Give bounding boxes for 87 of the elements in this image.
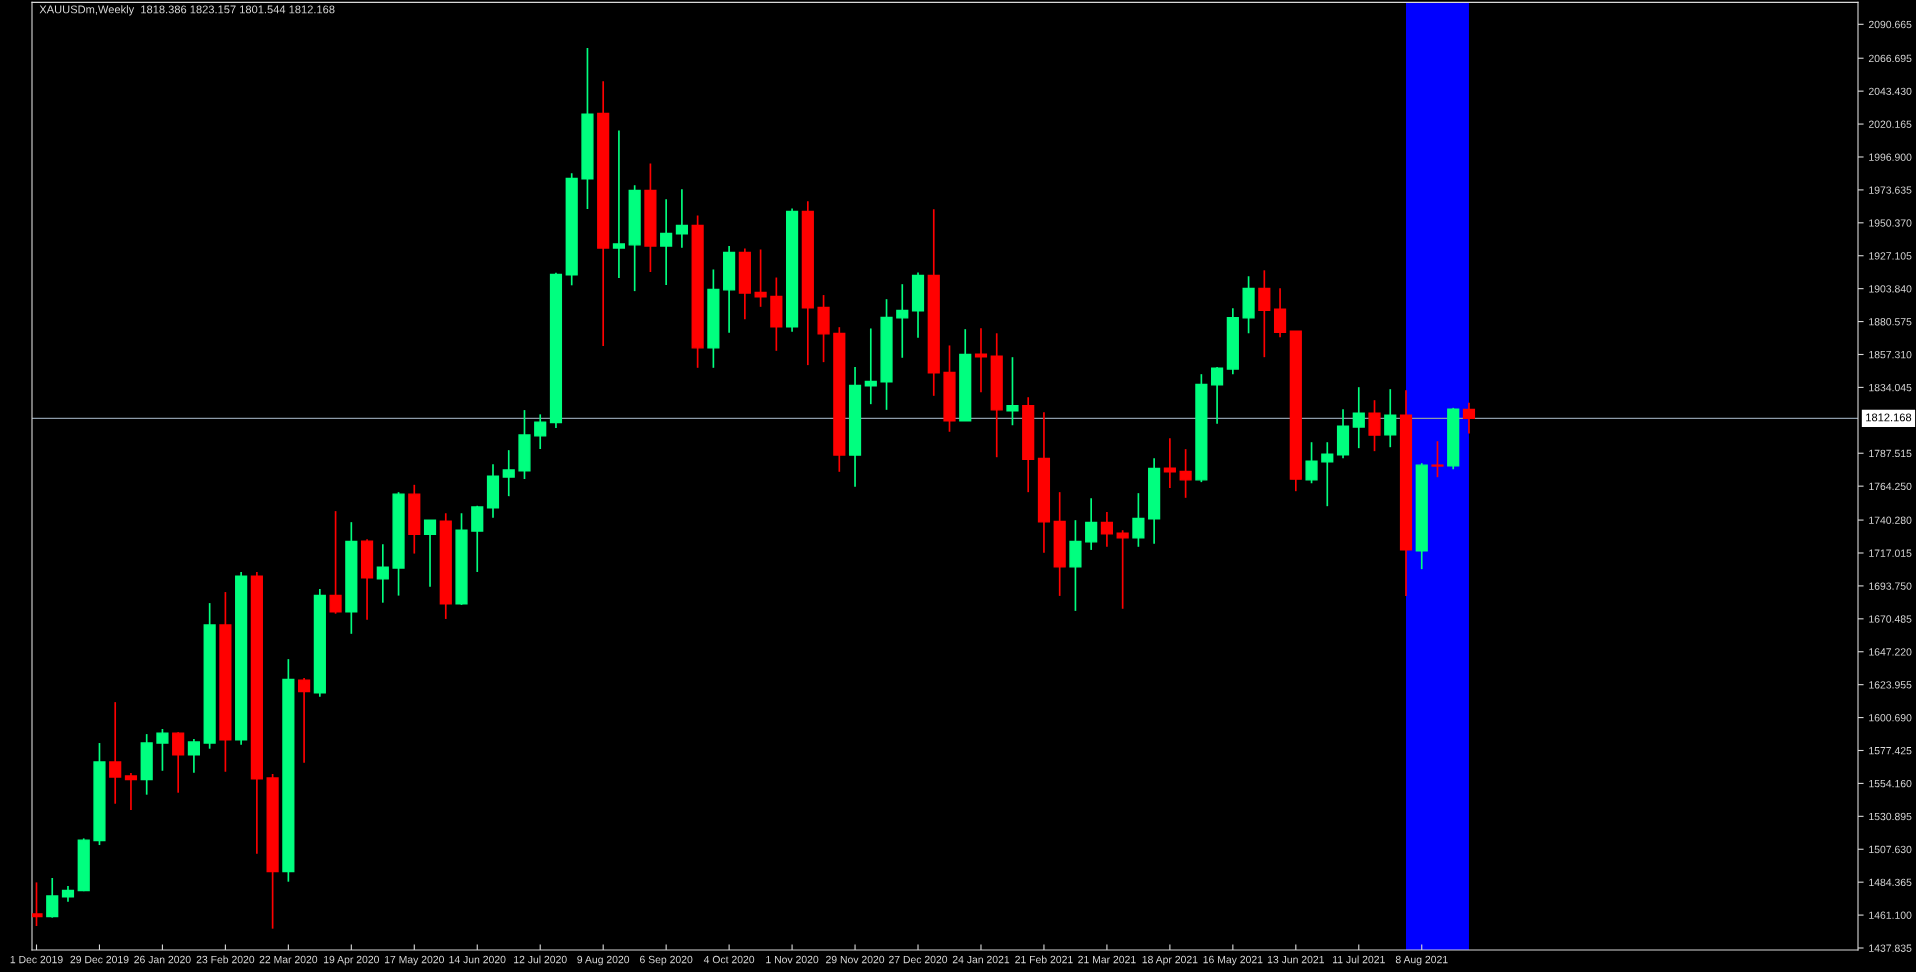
x-tick-label: 27 Dec 2020 [889, 955, 948, 964]
x-tick-label: 29 Nov 2020 [826, 955, 885, 964]
x-tick-label: 21 Feb 2021 [1015, 955, 1073, 964]
candlestick [896, 283, 909, 359]
y-tick-label: 1693.750 [1869, 582, 1912, 590]
y-tick-label: 1600.690 [1869, 714, 1912, 722]
x-tick-label: 17 May 2020 [384, 955, 444, 966]
candlestick [376, 543, 389, 604]
chart-title: XAUUSDm,Weekly 1818.386 1823.157 1801.544 1812.168 [39, 5, 335, 16]
y-tick-label: 1484.365 [1869, 878, 1912, 887]
candlestick [423, 519, 437, 588]
candlestick [1321, 441, 1334, 508]
candlestick [754, 248, 767, 308]
candlestick [1368, 399, 1381, 452]
y-tick-label: 1903.840 [1869, 285, 1912, 293]
candlestick [1132, 492, 1145, 548]
candlestick [109, 701, 122, 805]
x-tick-label: 9 Aug 2020 [577, 955, 630, 966]
y-tick-label: 2020.165 [1868, 120, 1912, 128]
y-tick-label: 1530.895 [1869, 812, 1912, 821]
x-tick-label: 14 Jun 2020 [449, 955, 506, 964]
candlestick [46, 877, 59, 919]
y-tick-label: 1623.955 [1869, 681, 1912, 689]
y-tick-label: 1996.900 [1869, 153, 1912, 161]
candlestick [1211, 366, 1224, 425]
candlestick [612, 129, 626, 279]
x-tick-label: 29 Dec 2019 [70, 955, 129, 964]
candlestick [1462, 401, 1476, 435]
candlestick [32, 881, 43, 927]
x-tick-label: 19 Apr 2020 [324, 955, 380, 966]
candlestick [124, 772, 138, 811]
x-tick-label: 23 Feb 2020 [196, 955, 255, 964]
x-tick-label: 21 Mar 2021 [1078, 955, 1136, 964]
candlestick [1179, 448, 1192, 499]
y-tick-label: 1927.105 [1869, 252, 1912, 260]
x-tick-label: 24 Jan 2021 [952, 955, 1010, 964]
ref-line-label: 1812.168 [1866, 413, 1912, 422]
x-tick-label: 12 Jul 2020 [514, 955, 567, 964]
y-tick-label: 1834.045 [1869, 383, 1912, 392]
y-tick-label: 2066.695 [1868, 54, 1912, 63]
candlestick [1258, 269, 1271, 359]
y-tick-label: 1507.630 [1869, 845, 1912, 854]
y-tick-label: 2090.665 [1868, 20, 1912, 29]
candlestick [675, 188, 688, 249]
candlestick [1273, 287, 1287, 339]
y-tick-label: 1717.015 [1869, 549, 1912, 557]
y-tick-label: 1670.485 [1869, 615, 1912, 623]
x-tick-label: 18 Apr 2021 [1142, 955, 1198, 966]
x-tick-label: 16 May 2021 [1203, 955, 1263, 966]
x-tick-label: 26 Jan 2020 [134, 955, 191, 964]
candlestick [1116, 529, 1129, 610]
y-tick-label: 1973.635 [1869, 186, 1912, 194]
y-tick-label: 1461.100 [1869, 911, 1912, 919]
candlestick [329, 510, 342, 615]
x-tick-label: 11 Jul 2021 [1333, 955, 1385, 964]
candlestick [187, 738, 201, 774]
y-tick-label: 1577.425 [1869, 747, 1912, 755]
y-tick-label: 1554.160 [1869, 779, 1912, 788]
candlestick [1100, 511, 1114, 548]
candlestick [1431, 440, 1444, 479]
candlestick [660, 198, 673, 286]
y-tick-label: 1950.370 [1869, 219, 1912, 227]
candlestick [1085, 497, 1098, 551]
y-tick-label: 1880.575 [1869, 318, 1912, 326]
x-tick-label: 4 Oct 2020 [703, 955, 755, 964]
candlestick [534, 413, 547, 450]
y-tick-label: 1857.310 [1869, 350, 1912, 359]
candlestick [1006, 356, 1019, 427]
candlestick [172, 731, 185, 794]
x-tick-label: 6 Sep 2020 [640, 955, 693, 966]
y-tick-label: 1787.515 [1869, 449, 1912, 458]
x-tick-label: 1 Nov 2020 [766, 955, 819, 964]
candlestick [502, 449, 515, 497]
y-tick-label: 1740.280 [1869, 516, 1912, 524]
candlestick [1352, 386, 1365, 450]
y-tick-label: 2043.430 [1868, 87, 1912, 96]
candlestick [1384, 388, 1397, 449]
x-tick-label: 8 Aug 2021 [1395, 955, 1448, 966]
candlestick [1305, 441, 1318, 485]
y-tick-label: 1764.250 [1869, 482, 1912, 491]
x-tick-label: 22 Mar 2020 [259, 955, 318, 964]
candlestick [156, 728, 169, 772]
y-tick-label: 1437.835 [1869, 944, 1912, 952]
x-tick-label: 13 Jun 2021 [1267, 955, 1324, 964]
x-tick-label: 1 Dec 2019 [10, 955, 63, 964]
candlestick [298, 677, 311, 764]
y-tick-label: 1647.220 [1869, 648, 1912, 656]
